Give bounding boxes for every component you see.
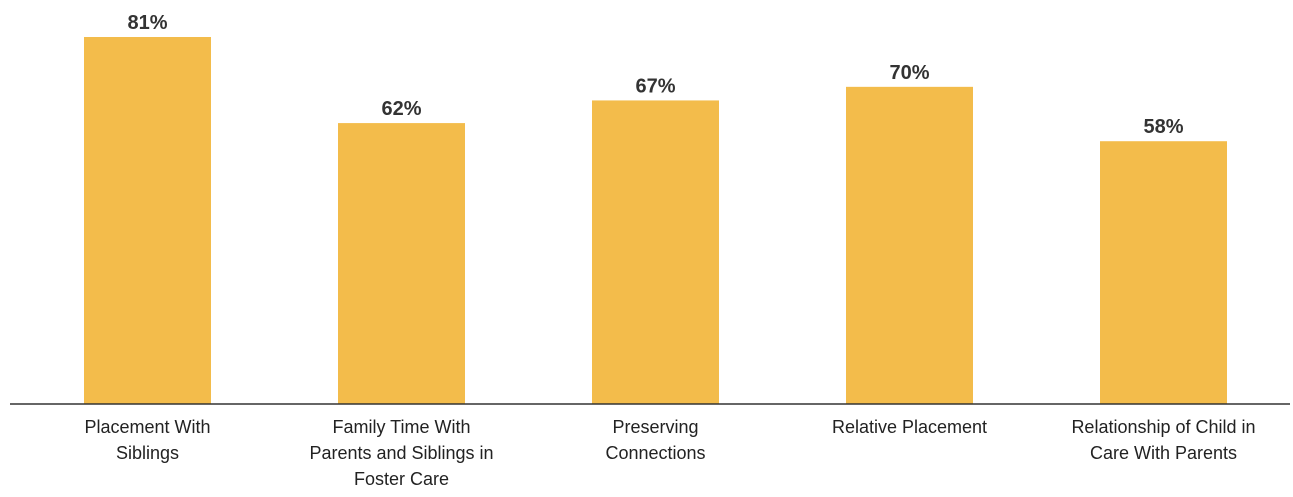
bar-1 [84, 37, 211, 404]
bars-group [84, 37, 1227, 404]
data-label-3: 67% [635, 75, 675, 97]
data-label-5: 58% [1143, 116, 1183, 138]
bar-2 [338, 123, 465, 404]
category-label-3: Preserving Connections [605, 417, 706, 463]
data-label-4: 70% [889, 62, 929, 84]
bar-5 [1100, 141, 1227, 404]
data-label-1: 81% [127, 12, 167, 34]
category-label-4: Relative Placement [831, 417, 988, 437]
category-label-5: Relationship of Child in Care With Paren… [1071, 417, 1256, 463]
data-labels-group: 81% 62% 67% 70% 58% [127, 12, 1183, 138]
category-label-1: Placement With Siblings [84, 417, 211, 463]
data-label-2: 62% [381, 98, 421, 120]
bar-4 [846, 86, 973, 404]
category-label-2: Family Time With Parents and Siblings in… [309, 417, 494, 489]
bar-3 [592, 100, 719, 404]
